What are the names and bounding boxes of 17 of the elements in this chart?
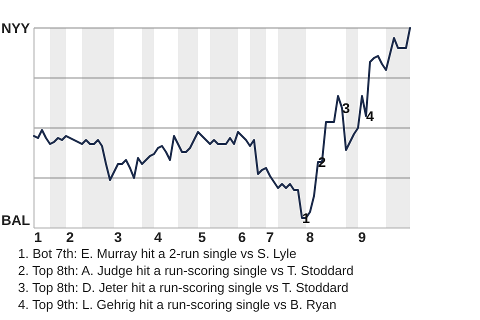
text: BAL <box>1 212 30 228</box>
text: 3. Top 8th: D. Jeter hit a run-scoring single vs T. Stoddard <box>18 280 348 295</box>
x-tick-label: 6 <box>238 229 246 245</box>
text: 1. Bot 7th: E. Murray hit a 2-run single vs S. Lyle <box>18 246 296 261</box>
x-tick-label: 2 <box>66 229 74 245</box>
annotation: 4 <box>366 108 374 124</box>
text: 2. Top 8th: A. Judge hit a run-scoring single vs T. Stoddard <box>18 263 354 278</box>
annotation: 3 <box>342 100 350 116</box>
x-tick-label: 4 <box>154 229 162 245</box>
x-tick-label: 1 <box>34 229 42 245</box>
text: NYY <box>1 20 31 36</box>
text: 4. Top 9th: L. Gehrig hit a run-scoring single vs B. Ryan <box>18 297 336 312</box>
x-tick-label: 8 <box>306 229 314 245</box>
x-tick-label: 9 <box>358 229 366 245</box>
x-tick-label: 3 <box>114 229 122 245</box>
x-tick-label: 7 <box>266 229 274 245</box>
x-tick-label: 5 <box>198 229 206 245</box>
